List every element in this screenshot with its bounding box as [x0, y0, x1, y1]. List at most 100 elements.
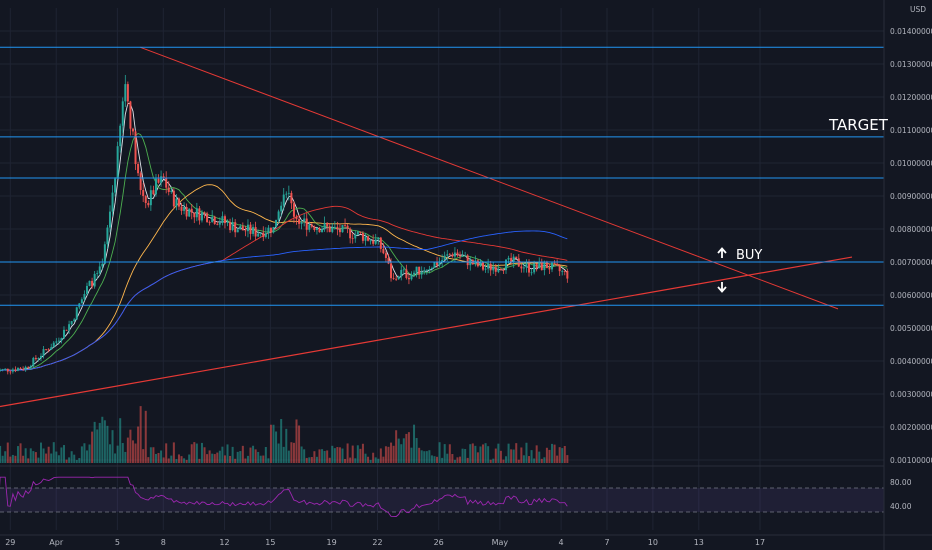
volume-bar: [535, 445, 538, 463]
candle-body: [318, 227, 321, 233]
time-tick-label: 26: [434, 538, 444, 547]
volume-bar: [356, 445, 359, 463]
candle-body: [331, 227, 334, 232]
volume-bar: [39, 442, 42, 463]
candle-body: [392, 278, 395, 279]
time-tick-label: 7: [604, 538, 609, 547]
volume-bar: [328, 457, 331, 463]
candle-body: [372, 240, 375, 244]
volume-bar: [257, 451, 260, 463]
volume-bar: [147, 457, 150, 463]
volume-bar: [108, 444, 111, 463]
candle-body: [144, 196, 147, 203]
volume-bar: [517, 459, 520, 463]
volume-bar: [351, 445, 354, 463]
volume-bar: [142, 449, 145, 463]
volume-bar: [367, 456, 370, 463]
candle-body: [264, 233, 267, 238]
candle-body: [407, 277, 410, 280]
volume-bar: [216, 452, 219, 463]
volume-bar: [244, 458, 247, 463]
candle-body: [344, 225, 347, 226]
candle-body: [73, 319, 76, 322]
candle-body: [75, 307, 78, 320]
candle-body: [510, 257, 513, 263]
volume-bar: [543, 457, 546, 463]
volume-bar: [269, 424, 272, 463]
volume-bar: [558, 447, 561, 463]
candle-body: [185, 207, 188, 217]
candle-body: [333, 226, 336, 228]
candle-body: [556, 263, 559, 266]
candle-body: [157, 178, 160, 183]
volume-bar: [200, 442, 203, 463]
candle-body: [257, 233, 260, 237]
candle-body: [438, 261, 441, 266]
candle-body: [223, 216, 226, 224]
volume-bar: [78, 458, 81, 463]
volume-bar: [93, 421, 96, 463]
ma-fast-line: [0, 102, 568, 372]
volume-bar: [62, 445, 65, 463]
price-tick-label: 0.00300000: [890, 390, 932, 399]
candle-body: [487, 263, 490, 269]
candle-body: [303, 218, 306, 222]
volume-bar: [461, 448, 464, 463]
candle-body: [387, 257, 390, 264]
price-tick-label: 0.00700000: [890, 258, 932, 267]
price-axis-bg: [884, 0, 932, 550]
volume-bar: [29, 448, 32, 463]
time-tick-label: 10: [648, 538, 658, 547]
volume-bar: [193, 442, 196, 463]
target-annotation: TARGET: [828, 116, 889, 134]
candle-body: [183, 207, 186, 211]
volume-bar: [275, 431, 278, 463]
candle-body: [14, 369, 17, 371]
candle-body: [364, 236, 367, 241]
volume-bar: [211, 453, 214, 463]
volume-bar: [34, 452, 37, 463]
candle-body: [9, 371, 12, 373]
volume-bar: [185, 459, 188, 463]
volume-bar: [246, 455, 249, 463]
volume-bar: [436, 456, 439, 463]
candle-body: [177, 198, 180, 207]
candle-body: [538, 262, 541, 269]
candle-body: [160, 176, 163, 183]
candle-layer: [0, 74, 569, 375]
volume-bar: [218, 450, 221, 463]
volume-bar: [14, 455, 17, 463]
candle-body: [68, 324, 71, 331]
price-tick-label: 0.01000000: [890, 159, 932, 168]
volume-bar: [42, 448, 45, 463]
volume-bar: [144, 410, 147, 463]
volume-bar: [101, 416, 104, 463]
volume-bar: [292, 442, 295, 463]
candle-body: [32, 357, 35, 367]
volume-bar: [528, 456, 531, 463]
candle-body: [548, 268, 551, 270]
candle-body: [390, 263, 393, 279]
volume-bar: [410, 447, 413, 463]
volume-bar: [91, 431, 94, 463]
candle-body: [356, 231, 359, 235]
volume-bar: [420, 450, 423, 463]
volume-bar: [98, 422, 101, 463]
time-tick-label: 5: [115, 538, 120, 547]
candle-body: [213, 216, 216, 224]
candle-body: [96, 273, 99, 274]
rsi-tick-label: 80.00: [890, 478, 912, 487]
volume-bar: [55, 451, 58, 463]
candle-body: [131, 128, 134, 132]
candle-body: [464, 255, 467, 257]
price-tick-label: 0.00100000: [890, 456, 932, 465]
candle-body: [461, 255, 464, 257]
candle-body: [543, 261, 546, 271]
volume-bar: [364, 453, 367, 463]
candle-body: [39, 355, 42, 359]
candle-body: [55, 341, 58, 343]
volume-bar: [175, 459, 178, 463]
volume-bar: [280, 419, 283, 463]
candle-body: [19, 368, 22, 370]
